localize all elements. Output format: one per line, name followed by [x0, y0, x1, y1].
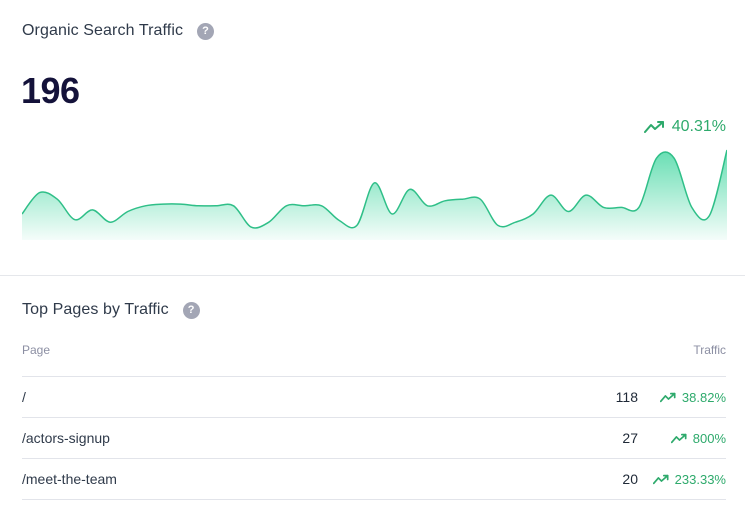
- column-header-page: Page: [22, 343, 51, 357]
- question-circle-icon[interactable]: ?: [182, 301, 200, 319]
- traffic-change-value: 233.33%: [674, 471, 726, 487]
- organic-traffic-title: Organic Search Traffic ?: [22, 22, 215, 40]
- traffic-sparkline-chart: [22, 149, 727, 240]
- traffic-value: 27: [622, 430, 638, 446]
- section-divider: [0, 275, 745, 276]
- page-path[interactable]: /meet-the-team: [22, 471, 117, 487]
- traffic-change: 38.82%: [659, 389, 726, 405]
- table-row[interactable]: / 118 38.82%: [22, 376, 726, 417]
- question-circle-icon[interactable]: ?: [197, 22, 215, 40]
- top-pages-title-text: Top Pages by Traffic: [22, 301, 169, 318]
- trending-up-icon: [652, 474, 669, 484]
- traffic-change: 233.33%: [652, 471, 726, 487]
- trending-up-icon: [670, 433, 687, 443]
- organic-traffic-title-text: Organic Search Traffic: [22, 22, 184, 39]
- traffic-value: 118: [615, 389, 638, 405]
- sparkline-area: [22, 150, 727, 240]
- traffic-change: 800%: [670, 430, 726, 446]
- traffic-value: 20: [622, 471, 638, 487]
- page-path[interactable]: /: [22, 389, 26, 405]
- traffic-change-value: 38.82%: [681, 389, 726, 405]
- column-header-traffic: Traffic: [693, 343, 726, 357]
- sparkline-line: [22, 149, 727, 229]
- trending-up-icon: [643, 121, 664, 133]
- organic-traffic-change: 40.31%: [643, 118, 726, 136]
- organic-traffic-value: 196: [21, 70, 80, 111]
- organic-traffic-change-value: 40.31%: [671, 118, 726, 135]
- page-path[interactable]: /actors-signup: [22, 430, 110, 446]
- top-pages-table: / 118 38.82% /actors-signup 27 800% /mee…: [22, 376, 726, 500]
- table-row[interactable]: /actors-signup 27 800%: [22, 417, 726, 458]
- trending-up-icon: [659, 392, 676, 402]
- top-pages-title: Top Pages by Traffic ?: [22, 301, 200, 319]
- table-row[interactable]: /meet-the-team 20 233.33%: [22, 458, 726, 500]
- traffic-change-value: 800%: [692, 430, 726, 446]
